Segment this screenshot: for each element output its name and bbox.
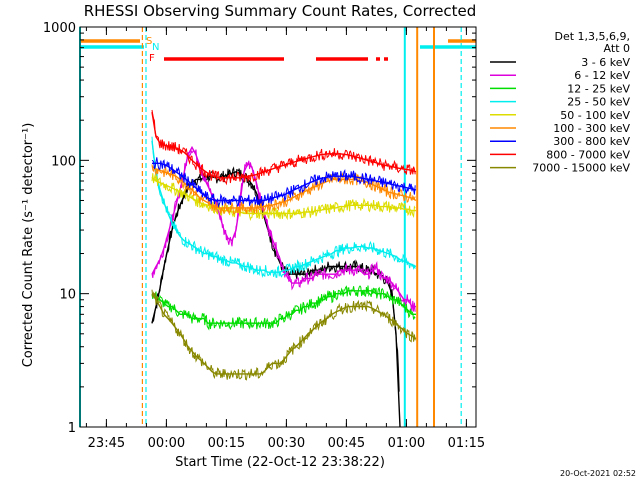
series-noise — [151, 173, 416, 222]
plot-frame — [79, 26, 477, 428]
series-4 — [151, 173, 416, 222]
legend-label: 100 - 300 keV — [553, 122, 630, 135]
y-axis-ticks: 1 10 100 1000 — [43, 21, 476, 436]
y-tick-label: 1000 — [43, 21, 76, 36]
x-axis-label: Start Time (22-Oct-12 23:38:22) — [175, 455, 385, 470]
x-tick-label: 00:30 — [268, 436, 305, 451]
series-7 — [151, 109, 417, 186]
y-axis-label: Corrected Count Rate (s⁻¹ detector⁻¹) — [21, 123, 36, 368]
legend-label: 50 - 100 keV — [560, 109, 630, 122]
series-noise — [151, 164, 416, 215]
series-6 — [151, 157, 417, 209]
legend-header: Att 0 — [604, 42, 630, 55]
flag-label-n: N — [152, 42, 159, 53]
legend-label: 300 - 800 keV — [553, 135, 630, 148]
series-noise — [151, 285, 416, 331]
legend-label: 3 - 6 keV — [581, 56, 630, 69]
flag-label-s: S — [146, 36, 152, 47]
x-axis-ticks: 23:45 00:00 00:15 00:30 00:45 01:00 01:15 — [85, 27, 485, 451]
plot-area — [79, 27, 476, 428]
flag-label-f: F — [149, 53, 155, 64]
flag-labels: SNF — [146, 36, 159, 64]
y-tick-label: 1 — [68, 421, 76, 436]
series-5 — [151, 164, 417, 215]
y-tick-label: 100 — [51, 154, 76, 169]
x-tick-label: 00:00 — [148, 436, 185, 451]
series-2 — [151, 285, 416, 331]
flag-layer — [80, 39, 476, 61]
series-noise — [151, 136, 416, 279]
series-noise — [151, 289, 416, 381]
plot-timestamp: 20-Oct-2021 02:52 — [560, 469, 636, 478]
x-tick-label: 23:45 — [88, 436, 125, 451]
legend-label: 12 - 25 keV — [567, 82, 630, 95]
series-noise — [151, 109, 416, 186]
x-tick-label: 01:15 — [448, 436, 485, 451]
legend-label: 800 - 7000 keV — [546, 148, 630, 161]
series-8 — [151, 289, 417, 381]
x-tick-label: 01:00 — [388, 436, 425, 451]
legend-label: 6 - 12 keV — [574, 69, 630, 82]
series-noise — [151, 157, 416, 209]
legend-header: Det 1,3,5,6,9, — [554, 30, 630, 43]
chart-title: RHESSI Observing Summary Count Rates, Co… — [84, 2, 477, 20]
legend-label: 25 - 50 keV — [567, 96, 630, 109]
series-noise — [151, 149, 416, 312]
x-tick-label: 00:15 — [208, 436, 245, 451]
series-3 — [151, 136, 417, 279]
y-tick-label: 10 — [59, 288, 76, 303]
series-layer — [151, 109, 417, 428]
legend-label: 7000 - 15000 keV — [532, 162, 630, 175]
x-tick-label: 00:45 — [328, 436, 365, 451]
